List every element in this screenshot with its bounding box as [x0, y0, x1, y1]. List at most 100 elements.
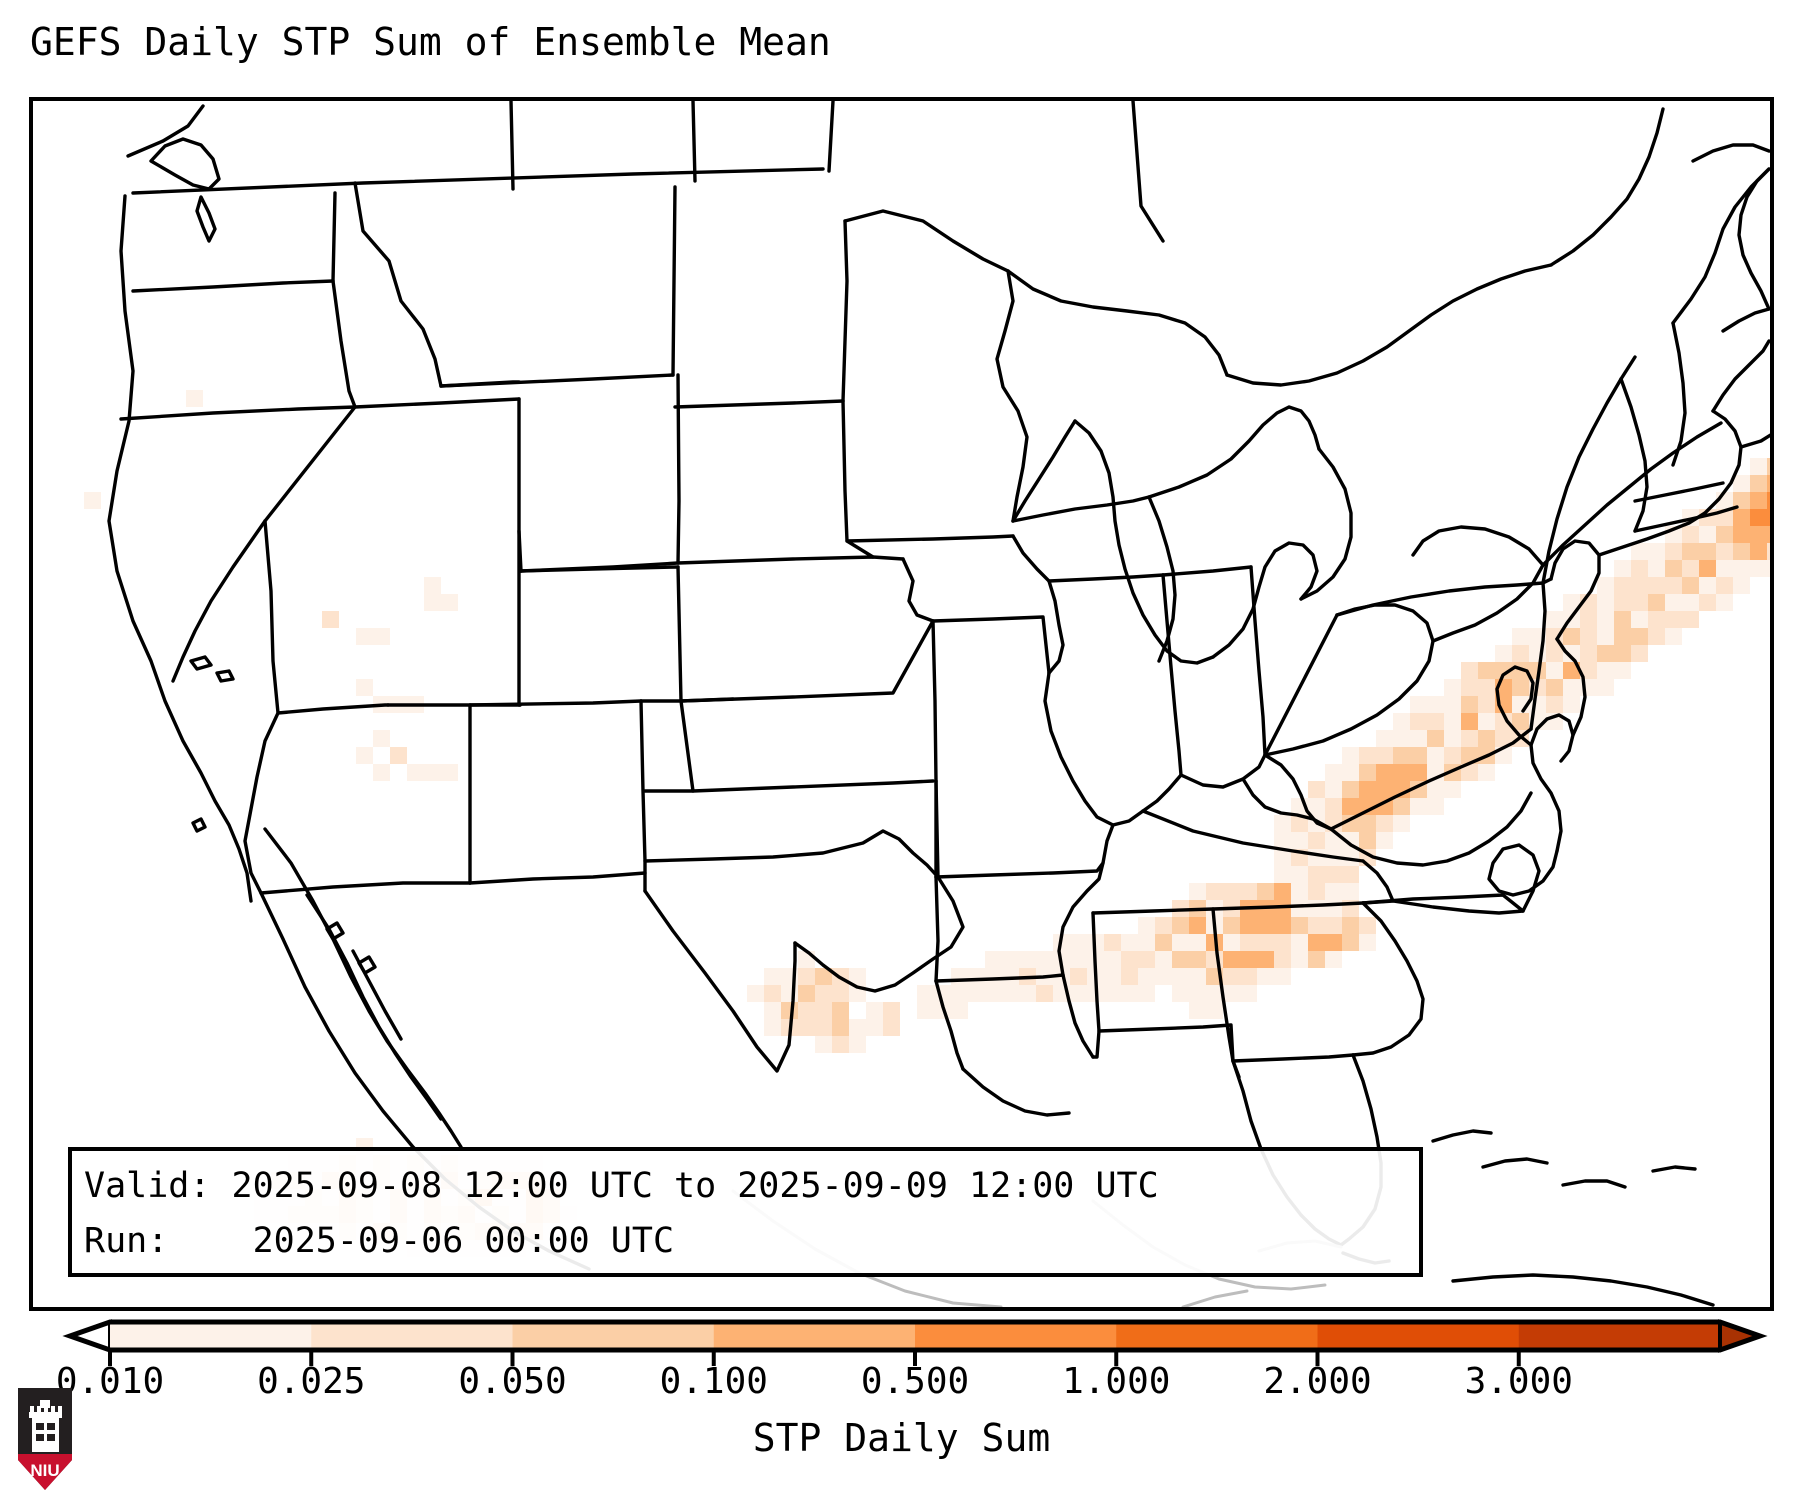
canada-border — [126, 104, 205, 158]
cuba-coast — [1451, 1273, 1715, 1307]
ks-mo-border — [931, 619, 938, 783]
map-outlines — [107, 101, 1770, 1307]
colorbar-tick-label: 0.050 — [458, 1361, 567, 1402]
michigan-lower-west — [1073, 419, 1215, 665]
colorbar-tick-label: 0.100 — [659, 1361, 768, 1402]
mn-ia-border — [845, 534, 1015, 543]
id-nv-ut-border — [353, 397, 521, 409]
info-run-line: Run: 2025-09-06 00:00 UTC — [84, 1221, 675, 1261]
ct-ma-north — [1633, 481, 1725, 503]
va-coast — [1529, 713, 1575, 853]
colorbar-band — [1116, 1322, 1319, 1350]
ontario-canada-border — [1225, 263, 1553, 387]
ks-ok-border — [679, 699, 935, 793]
cape-cod — [1739, 433, 1770, 449]
ga-sc-border — [1351, 901, 1425, 1057]
nd-mn-border — [841, 219, 849, 403]
ok-tx-border — [643, 829, 940, 879]
colorbar-band — [1317, 1322, 1520, 1350]
ne-coast-north — [1711, 339, 1770, 413]
info-valid-line: Valid: 2025-09-08 12:00 UTC to 2025-09-0… — [84, 1166, 1159, 1206]
mt-nd-border — [671, 185, 677, 377]
nj-coast — [1549, 539, 1601, 641]
ky-wv-va-border — [1241, 777, 1333, 831]
bahamas-4 — [1651, 1165, 1697, 1173]
lake-ontario-north — [1411, 525, 1545, 567]
oh-pa-border — [1263, 613, 1339, 757]
delmarva — [1555, 637, 1587, 737]
channel-islands — [189, 655, 213, 671]
colorbar-tick-label: 2.000 — [1263, 1361, 1372, 1402]
co-ne-border — [518, 565, 680, 573]
ny-vt-nh-border — [1541, 355, 1637, 585]
chesapeake — [1495, 665, 1535, 747]
colorbar[interactable]: 0.010 0.025 0.050 0.100 0.500 1.000 2.000 3.000… — [0, 1316, 1803, 1500]
mt-wy-border — [439, 373, 675, 388]
colorbar-band — [713, 1322, 916, 1350]
mex-island-1 — [191, 817, 207, 833]
lake-huron — [1299, 447, 1353, 601]
vancouver-island — [149, 137, 221, 191]
la-ms-border — [1061, 973, 1095, 1059]
id-mt-border — [353, 181, 443, 388]
nh-me-border — [1671, 321, 1687, 467]
colorbar-tick-label: 3.000 — [1464, 1361, 1573, 1402]
lake-michigan-east — [1147, 495, 1177, 663]
co-east-border — [676, 565, 683, 703]
ar-tx-border — [934, 875, 940, 983]
colorbar-band — [512, 1322, 715, 1350]
pa-md-border — [1329, 727, 1533, 831]
la-tx-border — [934, 979, 965, 1071]
colorbar-gradient[interactable] — [0, 1316, 1803, 1376]
ia-wi-border — [1011, 534, 1051, 583]
wi-il-border — [1047, 573, 1165, 583]
canada-east — [1549, 107, 1665, 267]
al-fl-border — [1097, 1023, 1235, 1063]
colorbar-band — [915, 1322, 1117, 1350]
or-ca-nv-border — [119, 405, 357, 421]
colorbar-band — [311, 1322, 514, 1350]
lake-ontario-niagara — [1431, 563, 1545, 643]
az-mex-border — [259, 881, 472, 895]
michigan-thumb — [1211, 541, 1319, 659]
nd-sd-border — [673, 399, 845, 409]
va-nc-border — [1361, 893, 1525, 913]
nv-ut-az-border — [263, 519, 390, 715]
niu-logo-text: NIU — [30, 1461, 59, 1480]
sd-ne-border — [676, 555, 905, 565]
ky-tn-border — [1141, 809, 1365, 863]
al-ga-border — [1211, 907, 1241, 1079]
nm-co-border — [468, 699, 643, 707]
ny-ne-coast — [1703, 409, 1743, 515]
map-panel[interactable]: Valid: 2025-09-08 12:00 UTC to 2025-09-0… — [29, 97, 1774, 1311]
ia-il-border — [1047, 579, 1065, 675]
province-line-3 — [827, 101, 835, 173]
colorbar-axis-label: STP Daily Sum — [752, 1416, 1051, 1460]
il-in-border — [1161, 573, 1183, 777]
colorbar-tick-label: 1.000 — [1062, 1361, 1171, 1402]
bahamas-3 — [1561, 1179, 1627, 1189]
pa-east-border — [1529, 581, 1547, 731]
ia-mo-border — [931, 615, 1051, 675]
puget-sound — [195, 195, 217, 243]
ma-ct-ri-border — [1633, 505, 1739, 533]
province-line-1 — [509, 101, 515, 191]
nova-scotia — [1721, 307, 1770, 333]
in-mi-border — [1161, 565, 1253, 577]
ut-co-border — [517, 529, 522, 707]
nm-tx-border — [639, 699, 647, 893]
province-line-2 — [691, 101, 697, 183]
me-canada-border — [1671, 167, 1770, 325]
us-canada-border-west — [131, 167, 825, 195]
md-wv-va-border — [1329, 791, 1533, 867]
province-line-4 — [1131, 101, 1165, 243]
tn-ms-al-ga-border — [1091, 901, 1365, 915]
bahamas-1 — [1431, 1129, 1493, 1143]
lake-erie — [1263, 603, 1435, 757]
nm-mex-border — [468, 871, 647, 885]
wi-mi-border — [1011, 495, 1151, 523]
ne-ia-mo-border — [901, 557, 935, 623]
ga-fl-border — [1231, 1053, 1355, 1063]
central-america — [1181, 1289, 1249, 1307]
wa-or-border — [131, 279, 335, 293]
